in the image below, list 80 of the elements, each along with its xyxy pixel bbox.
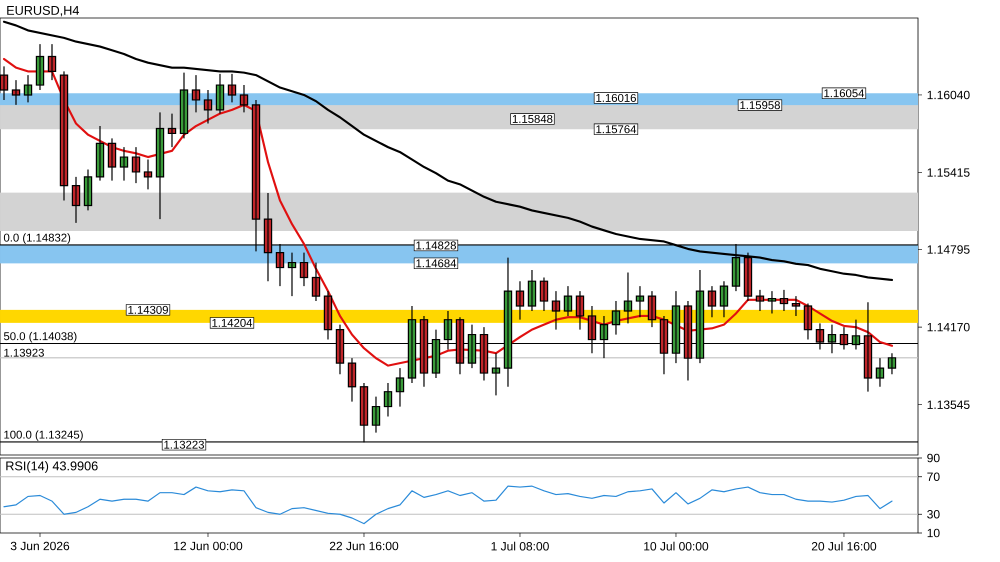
candlestick xyxy=(204,89,212,124)
annotation: 1.16016 xyxy=(596,94,636,102)
candlestick xyxy=(84,168,92,212)
candlestick xyxy=(552,290,560,330)
candlestick xyxy=(300,252,308,287)
y-tick-label: 1.15415 xyxy=(928,168,970,177)
annotation: 1.15848 xyxy=(512,114,552,123)
candlestick xyxy=(792,295,800,317)
candlestick xyxy=(12,79,20,106)
candlestick xyxy=(144,158,152,190)
candlestick xyxy=(24,74,32,104)
annotation: 1.13223 xyxy=(164,440,204,449)
candlestick xyxy=(96,125,104,182)
annotation: 1.15764 xyxy=(596,125,636,134)
candlestick xyxy=(576,290,584,330)
candlestick xyxy=(528,269,536,312)
candlestick xyxy=(768,290,776,314)
candlestick xyxy=(192,74,200,113)
candlestick xyxy=(888,352,896,375)
candlestick xyxy=(612,300,620,336)
candlestick xyxy=(228,73,236,104)
candlestick xyxy=(780,289,788,312)
candlestick xyxy=(720,280,728,318)
candlestick xyxy=(72,176,80,224)
candlestick xyxy=(60,70,68,202)
annotation: 1.14828 xyxy=(416,241,456,250)
candlestick xyxy=(168,112,176,148)
annotation: 1.15958 xyxy=(740,101,780,110)
candlestick xyxy=(216,73,224,114)
annotation: 1.14204 xyxy=(212,318,252,327)
candlestick xyxy=(624,272,632,324)
ref-line-label: 1.13923 xyxy=(4,348,44,357)
candlestick xyxy=(756,289,764,312)
candlestick xyxy=(240,84,248,113)
y-tick-label: 90 xyxy=(927,454,940,462)
candlestick xyxy=(564,286,572,317)
chart-title: EURUSD,H4 xyxy=(7,6,80,16)
candlestick xyxy=(636,286,644,318)
candlestick xyxy=(108,138,116,182)
y-tick-label: 10 xyxy=(928,528,940,538)
candlestick xyxy=(312,262,320,302)
candlestick xyxy=(492,352,500,396)
annotation: 1.14309 xyxy=(128,306,168,314)
chart-title: RSI(14) 43.9906 xyxy=(6,461,98,473)
x-tick-label: 12 Jun 00:00 xyxy=(174,542,242,550)
y-tick-label: 30 xyxy=(927,510,940,519)
candlestick xyxy=(384,382,392,418)
x-tick-label: 22 Jun 16:00 xyxy=(330,542,398,550)
candlestick xyxy=(48,43,56,81)
y-tick-label: 1.14170 xyxy=(928,322,970,332)
y-tick-label: 1.16040 xyxy=(928,90,970,100)
candlestick xyxy=(876,358,884,388)
y-tick-label: 1.13545 xyxy=(928,400,970,409)
ref-line-label: 100.0 (1.13245) xyxy=(4,430,83,441)
x-tick-label: 10 Jul 00:00 xyxy=(644,542,708,551)
candlestick xyxy=(540,276,548,312)
line-series xyxy=(3,486,893,524)
ref-line-label: 0.0 (1.14832) xyxy=(4,233,70,244)
candlestick xyxy=(36,43,44,91)
candlestick xyxy=(396,367,404,408)
candlestick xyxy=(120,146,128,182)
candlestick xyxy=(804,302,812,340)
candlestick xyxy=(324,290,332,340)
candlestick xyxy=(372,396,380,434)
annotation: 1.14684 xyxy=(416,259,456,268)
candlestick xyxy=(132,146,140,184)
annotation: 1.16054 xyxy=(824,89,864,98)
candlestick xyxy=(156,112,164,220)
candlestick xyxy=(348,358,356,402)
x-tick-label: 3 Jun 2026 xyxy=(10,542,70,550)
y-tick-label: 1.14795 xyxy=(928,245,970,254)
candlestick xyxy=(288,252,296,297)
y-tick-label: 70 xyxy=(927,472,940,482)
candlestick xyxy=(180,72,188,140)
candlestick xyxy=(516,280,524,320)
x-tick-label: 1 Jul 08:00 xyxy=(492,542,549,551)
x-tick-label: 20 Jul 16:00 xyxy=(812,542,876,551)
candlestick xyxy=(648,290,656,328)
candlestick xyxy=(708,286,716,318)
ref-line-label: 50.0 (1.14038) xyxy=(4,332,76,342)
